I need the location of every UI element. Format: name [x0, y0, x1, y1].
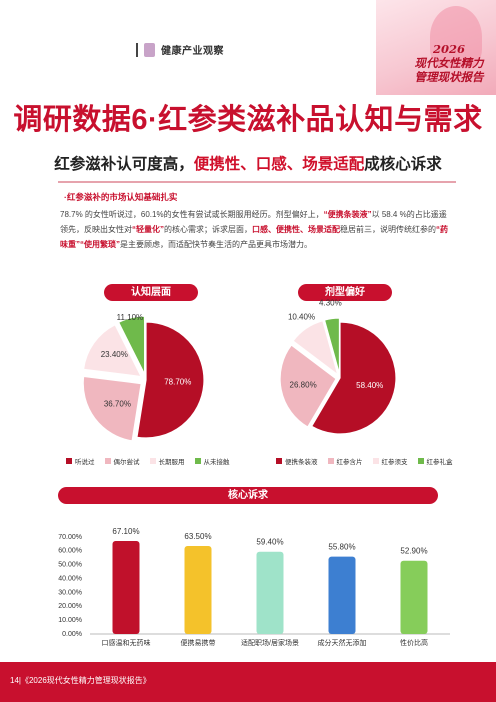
pie1-legend-label: 偶尔尝试 [113, 459, 140, 466]
pie2-legend-item: 红参须支 [372, 456, 408, 466]
pie1-legend-swatch [194, 458, 201, 464]
bar-category-label-3: 成分天然无添加 [318, 638, 367, 647]
bar-ytick-label: 50.00% [58, 562, 82, 569]
subtitle-highlight: 便携性、口感、场景适配 [193, 156, 365, 173]
para-highlight: 口感、便携性、场景适配 [252, 225, 340, 234]
pie1-legend-label: 从未接触 [203, 459, 230, 466]
pie2-legend-swatch [372, 458, 379, 464]
pie2-legend-label: 便携条装液 [285, 459, 318, 466]
pie1-legend-swatch [66, 458, 72, 464]
footer-text: 14|《2026现代女性精力管理现状报告》 [10, 676, 151, 685]
subtitle-suffix: 成核心诉求 [364, 156, 442, 173]
woman-silhouette-icon [430, 6, 482, 68]
para-highlight: “便携条装液” [323, 210, 372, 219]
pie1-legend-swatch [149, 458, 156, 464]
section-heading: ·红参滋补的市场认知基础扎实 [64, 192, 178, 202]
pie1-legend-label: 长期服用 [158, 459, 185, 466]
report-title-line2: 现代女性精力 [414, 56, 484, 70]
subtitle-prefix: 红参滋补认可度高， [54, 156, 194, 173]
pie2-legend-item: 便携条装液 [276, 456, 318, 466]
pie1-legend-item: 听说过 [66, 456, 95, 466]
pie2-legend-swatch [417, 458, 424, 464]
para-text: 稳居前三，说明传统红参的 [340, 225, 436, 234]
para-highlight: “药味重”“使用繁琐” [60, 225, 448, 249]
pie2-legend: 便携条装液 红参含片 红参须支 红参礼盒 [276, 456, 453, 466]
bar-ytick-label: 20.00% [58, 603, 82, 610]
bar-chart-title: 核心诉求 [58, 487, 438, 504]
bar-value-label-1: 63.50% [184, 532, 211, 541]
para-text: 78.7% 的女性听说过，60.1%的女性有尝试或长期服用经历。剂型偏好上， [60, 210, 324, 219]
pie1-label-3: 11.10% [117, 313, 144, 322]
para-highlight: “轻量化” [132, 225, 164, 234]
bar-value-label-3: 55.80% [328, 543, 355, 552]
bar-ytick-label: 10.00% [58, 617, 82, 624]
bar-4 [400, 560, 428, 634]
para-text: 以 58.4 %的占比遥遥领先，反映出女性对 [60, 210, 447, 234]
pie1-slice-3 [117, 315, 146, 375]
pie1-legend-item: 从未接触 [194, 456, 230, 466]
pie2-legend-label: 红参须支 [381, 459, 408, 466]
section-paragraph: 78.7% 的女性听说过，60.1%的女性有尝试或长期服用经历。剂型偏好上，“便… [60, 207, 448, 252]
bar-ytick-label: 70.00% [58, 534, 82, 541]
pie2-slice-1 [279, 344, 337, 428]
pie1-legend-swatch [104, 458, 111, 464]
pie2-legend-swatch [327, 458, 334, 464]
pie1-slice-1 [82, 375, 142, 442]
pie2-label-3: 4.30% [319, 299, 342, 308]
pie2-label-2: 10.40% [288, 313, 315, 322]
bar-category-label-2: 适配职场/居家场景 [241, 638, 299, 647]
pie1-legend-label: 听说过 [75, 459, 95, 466]
pie2-slice-2 [292, 319, 339, 377]
pie1-title: 认知层面 [104, 284, 198, 301]
pie2-label-1: 26.80% [290, 380, 317, 389]
bar-value-label-0: 67.10% [112, 527, 139, 536]
pie1-legend-item: 偶尔尝试 [104, 456, 140, 466]
report-badge: 2026 现代女性精力 管理现状报告 [376, 0, 496, 95]
pie1-label-1: 36.70% [104, 400, 131, 409]
bar-ytick-label: 60.00% [58, 548, 82, 555]
pie1-slice-2 [82, 323, 143, 378]
pie2-legend-item: 红参礼盒 [417, 456, 453, 466]
para-text: 的核心需求；诉求层面， [164, 225, 252, 234]
pie1-legend: 听说过 偶尔尝试 长期服用 从未接触 [66, 456, 230, 466]
brand-name: 健康产业观察 [161, 46, 224, 57]
pie2-slice-3 [323, 317, 341, 375]
bar-ytick-label: 40.00% [58, 575, 82, 582]
pie1-legend-item: 长期服用 [149, 456, 185, 466]
pie2-title: 剂型偏好 [298, 284, 392, 301]
pie2-legend-label: 红参含片 [336, 459, 363, 466]
title-divider [58, 181, 456, 183]
bar-1 [184, 546, 212, 634]
page-subtitle: 红参滋补认可度高，便携性、口感、场景适配成核心诉求 [0, 152, 496, 174]
bar-2 [256, 551, 284, 634]
bar-ytick-label: 0.00% [62, 631, 82, 638]
brand-divider [136, 42, 138, 57]
report-title-line3: 管理现状报告 [414, 70, 484, 84]
pie1-label-2: 23.40% [101, 350, 128, 359]
pie2-legend-swatch [276, 458, 282, 464]
bar-ytick-label: 30.00% [58, 589, 82, 596]
pie2-legend-label: 红参礼盒 [426, 459, 453, 466]
para-text: 是主要顾虑，而适配快节奏生活的产品更具市场潜力。 [120, 240, 312, 249]
brand: 健康产业观察 [136, 42, 224, 57]
pie2-legend-item: 红参含片 [327, 456, 363, 466]
bar-category-label-0: 口感温和无药味 [102, 638, 151, 647]
page-title: 调研数据6·红参类滋补品认知与需求 [13, 104, 483, 136]
report-badge-title: 2026 现代女性精力 管理现状报告 [410, 42, 488, 84]
report-year: 2026 [432, 42, 465, 56]
bar-value-label-4: 52.90% [400, 547, 427, 556]
bar-0 [112, 541, 140, 634]
bar-category-label-1: 便携易携带 [181, 638, 216, 647]
brand-logo-icon [144, 42, 155, 57]
bar-3 [328, 556, 356, 634]
pie1-slice-0 [136, 321, 205, 439]
pie2-label-0: 58.40% [356, 381, 383, 390]
pie1-label-0: 78.70% [164, 378, 191, 387]
bar-value-label-2: 59.40% [256, 538, 283, 547]
pie2-slice-0 [310, 321, 397, 435]
bar-category-label-4: 性价比高 [400, 638, 428, 647]
footer: 14|《2026现代女性精力管理现状报告》 [0, 662, 496, 702]
